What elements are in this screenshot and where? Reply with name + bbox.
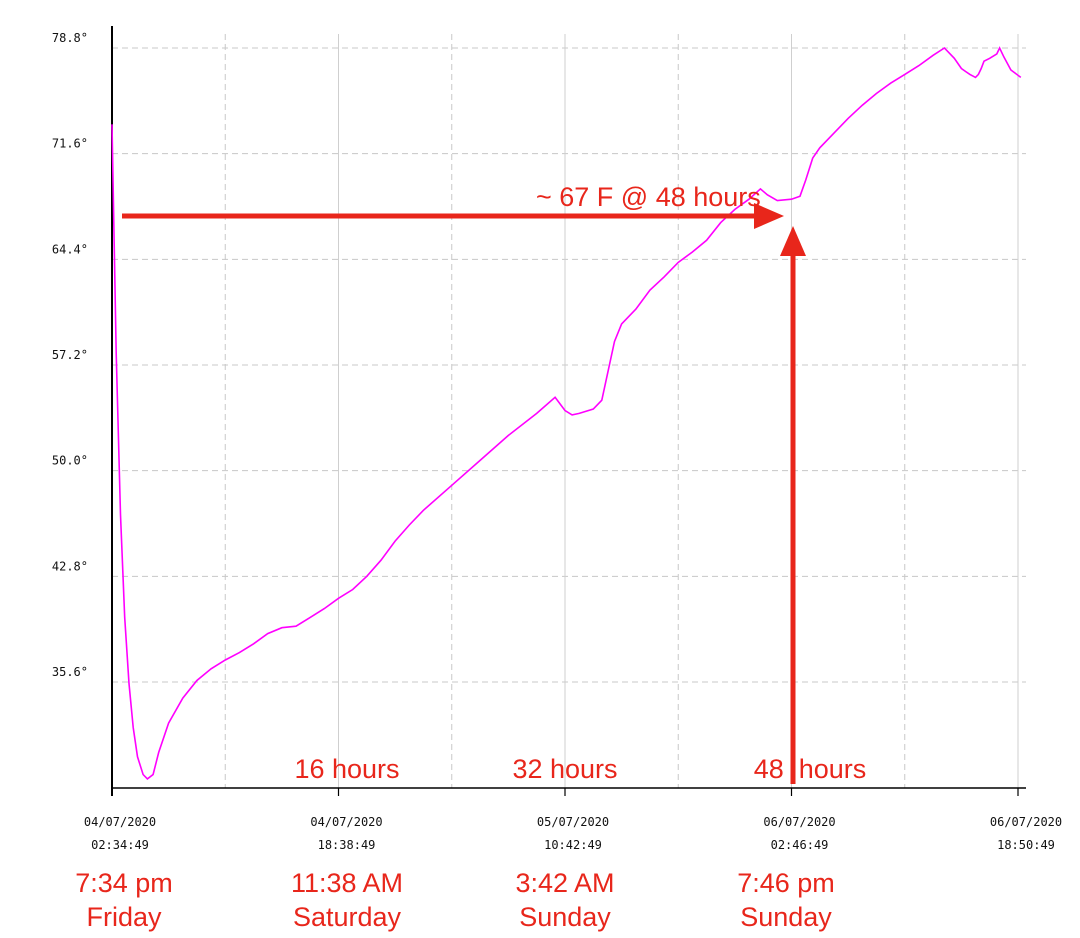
day-label-day: Friday xyxy=(86,902,162,932)
x-tick-time: 02:46:49 xyxy=(771,838,829,852)
y-tick-label: 42.8° xyxy=(52,559,88,573)
day-label-day: Sunday xyxy=(740,902,832,932)
day-label-day: Sunday xyxy=(519,902,611,932)
y-tick-label: 57.2° xyxy=(52,348,88,362)
day-label-time: 7:34 pm xyxy=(75,868,173,898)
y-tick-label: 78.8° xyxy=(52,31,88,45)
day-label-time: 7:46 pm xyxy=(737,868,835,898)
y-tick-label: 71.6° xyxy=(52,137,88,151)
y-tick-label: 50.0° xyxy=(52,454,88,468)
horizontal-arrow-head xyxy=(754,203,784,229)
x-tick-time: 02:34:49 xyxy=(91,838,149,852)
annotations: ~ 67 F @ 48 hours 16 hours 32 hours 48 h… xyxy=(75,182,866,932)
vertical-arrow-head xyxy=(780,226,806,256)
y-tick-label: 35.6° xyxy=(52,665,88,679)
x-tick-time: 18:38:49 xyxy=(318,838,376,852)
x-tick-time: 10:42:49 xyxy=(544,838,602,852)
annotation-16-hours: 16 hours xyxy=(294,754,399,784)
x-tick-date: 04/07/2020 xyxy=(310,815,382,829)
x-tick-date: 06/07/2020 xyxy=(990,815,1062,829)
day-label-day: Saturday xyxy=(293,902,402,932)
annotation-32-hours: 32 hours xyxy=(512,754,617,784)
day-label-time: 11:38 AM xyxy=(291,868,403,898)
annotation-48-hours: 48 hours xyxy=(754,754,867,784)
temperature-series-line xyxy=(111,46,1022,780)
x-tick-date: 04/07/2020 xyxy=(84,815,156,829)
grid-lines xyxy=(112,34,1026,788)
day-label-time: 3:42 AM xyxy=(515,868,614,898)
x-tick-date: 06/07/2020 xyxy=(763,815,835,829)
x-tick-date: 05/07/2020 xyxy=(537,815,609,829)
y-tick-labels: 35.6° 42.8° 50.0° 57.2° 64.4° 71.6° 78.8° xyxy=(52,31,88,679)
y-tick-label: 64.4° xyxy=(52,242,88,256)
x-tick-labels: 04/07/2020 02:34:49 04/07/2020 18:38:49 05/0… xyxy=(84,788,1062,852)
axes xyxy=(111,26,1026,796)
x-tick-time: 18:50:49 xyxy=(997,838,1055,852)
annotation-67f-at-48-hours: ~ 67 F @ 48 hours xyxy=(536,182,761,212)
